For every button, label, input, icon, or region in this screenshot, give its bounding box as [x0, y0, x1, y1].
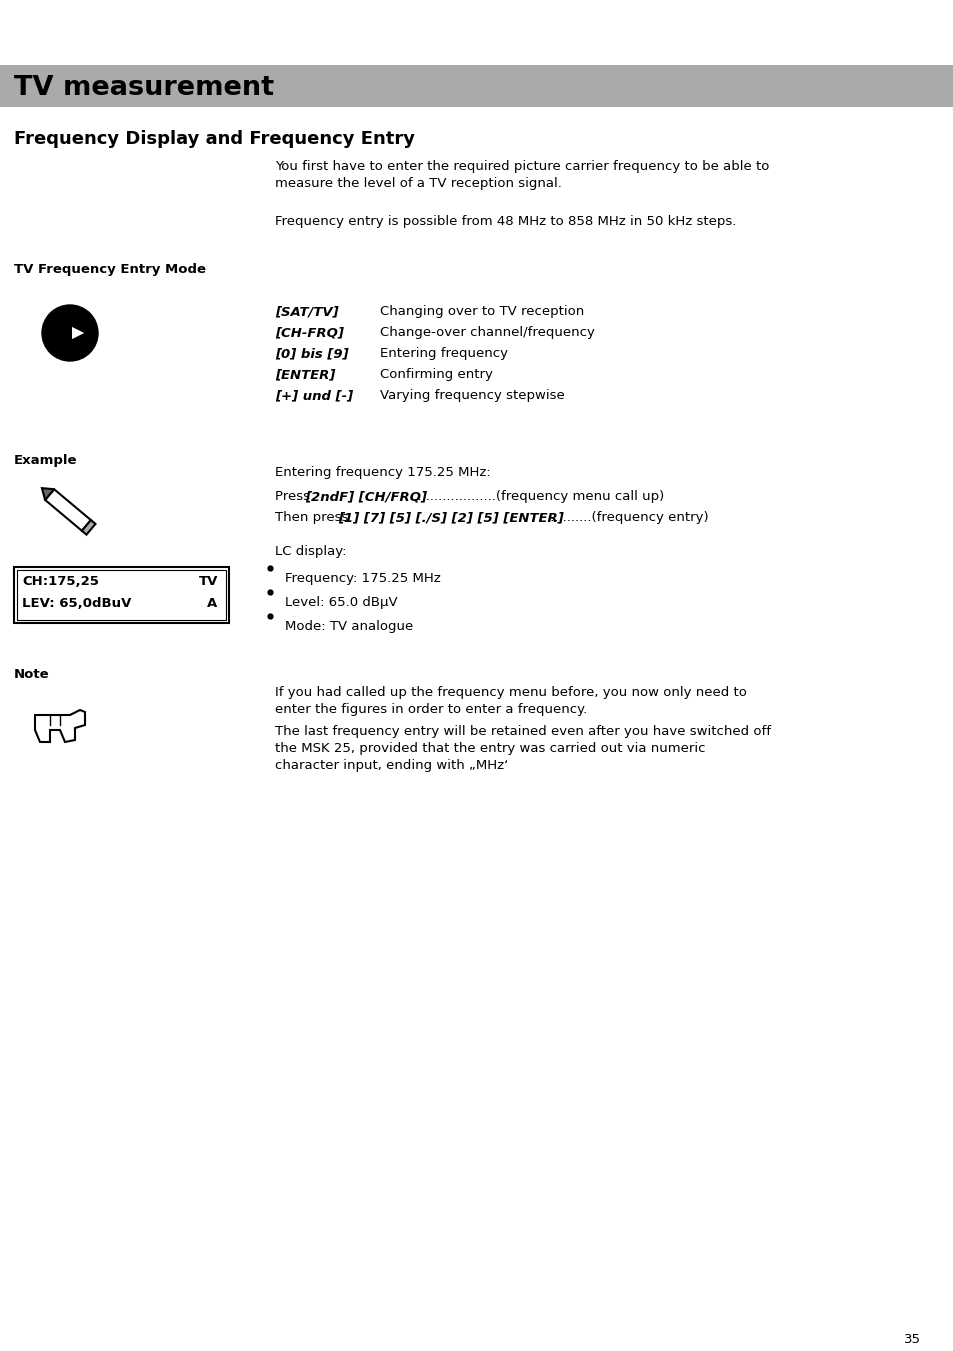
- Text: Example: Example: [14, 454, 77, 467]
- Text: [CH-FRQ]: [CH-FRQ]: [274, 326, 343, 339]
- Text: LC display:: LC display:: [274, 544, 346, 558]
- Text: 35: 35: [903, 1333, 920, 1346]
- FancyBboxPatch shape: [17, 570, 226, 620]
- Text: Confirming entry: Confirming entry: [379, 367, 493, 381]
- Text: Mode: TV analogue: Mode: TV analogue: [285, 620, 413, 634]
- Polygon shape: [82, 520, 95, 535]
- Polygon shape: [42, 488, 54, 500]
- Text: Change-over channel/frequency: Change-over channel/frequency: [379, 326, 595, 339]
- Text: Frequency: 175.25 MHz: Frequency: 175.25 MHz: [285, 571, 440, 585]
- Text: Frequency Display and Frequency Entry: Frequency Display and Frequency Entry: [14, 130, 415, 149]
- Text: TV Frequency Entry Mode: TV Frequency Entry Mode: [14, 263, 206, 276]
- Text: ..........(frequency entry): ..........(frequency entry): [545, 511, 708, 524]
- Text: TV: TV: [199, 576, 218, 588]
- Text: Changing over to TV reception: Changing over to TV reception: [379, 305, 583, 317]
- Text: The last frequency entry will be retained even after you have switched off: The last frequency entry will be retaine…: [274, 725, 770, 738]
- Text: [ENTER]: [ENTER]: [274, 367, 335, 381]
- Text: .....................(frequency menu call up): .....................(frequency menu cal…: [405, 490, 663, 503]
- Text: Entering frequency 175.25 MHz:: Entering frequency 175.25 MHz:: [274, 466, 490, 480]
- Text: TV measurement: TV measurement: [14, 76, 274, 101]
- Text: Then press: Then press: [274, 511, 353, 524]
- Text: [+] und [-]: [+] und [-]: [274, 389, 353, 403]
- Text: CH:175,25: CH:175,25: [22, 576, 99, 588]
- Text: If you had called up the frequency menu before, you now only need to: If you had called up the frequency menu …: [274, 686, 746, 698]
- Text: Note: Note: [14, 667, 50, 681]
- Text: character input, ending with „MHz‘: character input, ending with „MHz‘: [274, 759, 508, 771]
- Text: Varying frequency stepwise: Varying frequency stepwise: [379, 389, 564, 403]
- Text: [2ndF] [CH/FRQ]: [2ndF] [CH/FRQ]: [305, 490, 427, 503]
- Text: You first have to enter the required picture carrier frequency to be able to: You first have to enter the required pic…: [274, 159, 768, 173]
- Text: Entering frequency: Entering frequency: [379, 347, 507, 359]
- Text: Press: Press: [274, 490, 314, 503]
- Circle shape: [42, 305, 98, 361]
- Text: LEV: 65,0dBuV: LEV: 65,0dBuV: [22, 597, 132, 611]
- Polygon shape: [45, 489, 91, 531]
- Text: [0] bis [9]: [0] bis [9]: [274, 347, 348, 359]
- Polygon shape: [35, 711, 85, 742]
- Text: measure the level of a TV reception signal.: measure the level of a TV reception sign…: [274, 177, 561, 190]
- Text: A: A: [207, 597, 217, 611]
- Text: enter the figures in order to enter a frequency.: enter the figures in order to enter a fr…: [274, 703, 587, 716]
- Text: the MSK 25, provided that the entry was carried out via numeric: the MSK 25, provided that the entry was …: [274, 742, 705, 755]
- Bar: [0, 65, 953, 107]
- Text: Level: 65.0 dBμV: Level: 65.0 dBμV: [285, 596, 397, 609]
- FancyBboxPatch shape: [14, 567, 229, 623]
- Text: Frequency entry is possible from 48 MHz to 858 MHz in 50 kHz steps.: Frequency entry is possible from 48 MHz …: [274, 215, 736, 228]
- Text: [1] [7] [5] [./S] [2] [5] [ENTER]: [1] [7] [5] [./S] [2] [5] [ENTER]: [337, 511, 563, 524]
- Text: [SAT/TV]: [SAT/TV]: [274, 305, 338, 317]
